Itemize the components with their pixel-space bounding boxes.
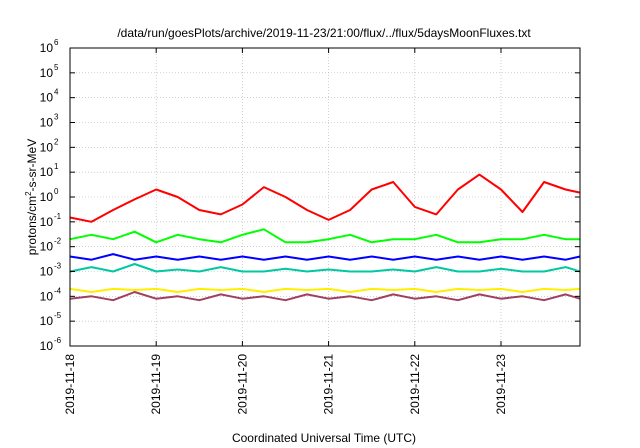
series-line-0 bbox=[69, 173, 581, 223]
y-tick-label: 10 bbox=[40, 41, 54, 55]
y-tick-exponent: 5 bbox=[54, 63, 59, 72]
y-tick-base: 10 bbox=[40, 339, 54, 353]
y-tick-base: 10 bbox=[40, 289, 54, 303]
y-tick-label: 10 bbox=[40, 314, 54, 328]
y-axis-label-main: protons/cm bbox=[25, 196, 39, 255]
chart-title: /data/run/goesPlots/archive/2019-11-23/2… bbox=[117, 26, 531, 40]
x-tick-label: 2019-11-19 bbox=[149, 354, 163, 415]
y-tick-base: 10 bbox=[40, 140, 54, 154]
series-line-4 bbox=[69, 287, 581, 293]
y-tick-base: 10 bbox=[40, 66, 54, 80]
y-tick-label: 10 bbox=[40, 289, 54, 303]
series-line-5 bbox=[69, 291, 581, 302]
y-tick-label: 10 bbox=[40, 116, 54, 130]
y-tick-label: 10 bbox=[40, 240, 54, 254]
x-tick-label: 2019-11-18 bbox=[63, 354, 77, 415]
y-tick-base: 10 bbox=[40, 91, 54, 105]
y-axis-label-sup: 2 bbox=[24, 191, 33, 196]
y-tick-label: 10 bbox=[40, 91, 54, 105]
y-tick-exponent: -6 bbox=[54, 336, 62, 345]
y-tick-label: 10 bbox=[40, 215, 54, 229]
grid bbox=[70, 48, 580, 346]
x-axis-ticks: 2019-11-18 2019-11-19 2019-11-20 2019-11-21… bbox=[63, 48, 508, 415]
series-line-2 bbox=[69, 253, 581, 261]
y-tick-base: 10 bbox=[40, 116, 54, 130]
x-tick-label: 2019-11-21 bbox=[322, 354, 336, 415]
y-tick-exponent: 4 bbox=[54, 88, 59, 97]
y-tick-base: 10 bbox=[40, 265, 54, 279]
y-tick-exponent: 3 bbox=[54, 113, 59, 122]
y-tick-exponent: -1 bbox=[54, 212, 62, 221]
y-tick-exponent: -4 bbox=[54, 286, 62, 295]
y-axis-label-rest: -s-sr-MeV bbox=[25, 139, 39, 192]
series-lines bbox=[69, 173, 581, 302]
y-tick-base: 10 bbox=[40, 165, 54, 179]
series-line-3 bbox=[69, 263, 581, 273]
y-tick-base: 10 bbox=[40, 41, 54, 55]
y-tick-label: 10 bbox=[40, 66, 54, 80]
y-axis-label: protons/cm2-s-sr-MeV bbox=[24, 139, 39, 255]
y-tick-exponent: -2 bbox=[54, 237, 62, 246]
y-tick-label: 10 bbox=[40, 140, 54, 154]
y-tick-base: 10 bbox=[40, 240, 54, 254]
x-axis-label: Coordinated Universal Time (UTC) bbox=[232, 431, 416, 445]
y-axis-ticks: 10 -610 -510 -410 -310 -210 -110 010 110 210 310 41… bbox=[40, 38, 580, 353]
x-tick-label: 2019-11-23 bbox=[494, 354, 508, 415]
y-tick-exponent: 0 bbox=[54, 187, 59, 196]
y-tick-exponent: 1 bbox=[54, 162, 59, 171]
y-tick-label: 10 bbox=[40, 339, 54, 353]
y-tick-exponent: 6 bbox=[54, 38, 59, 47]
y-tick-exponent: 2 bbox=[54, 137, 59, 146]
y-tick-label: 10 bbox=[40, 265, 54, 279]
y-tick-exponent: -5 bbox=[54, 311, 62, 320]
y-tick-exponent: -3 bbox=[54, 262, 62, 271]
x-tick-label: 2019-11-20 bbox=[235, 354, 249, 415]
y-tick-label: 10 bbox=[40, 165, 54, 179]
y-tick-base: 10 bbox=[40, 190, 54, 204]
y-tick-label: 10 bbox=[40, 190, 54, 204]
series-line-1 bbox=[69, 228, 580, 244]
x-tick-label: 2019-11-22 bbox=[408, 354, 422, 415]
y-tick-base: 10 bbox=[40, 314, 54, 328]
y-tick-base: 10 bbox=[40, 215, 54, 229]
